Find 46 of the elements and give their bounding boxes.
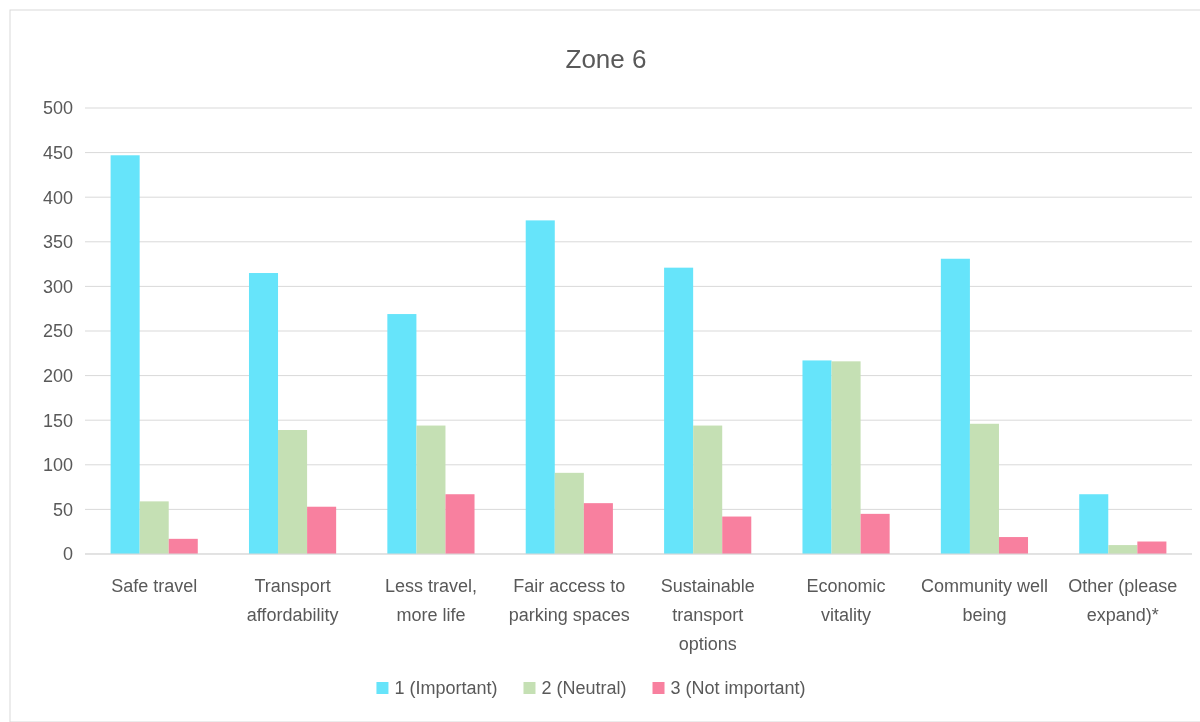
y-tick-label: 50 (52, 499, 73, 520)
bar (998, 537, 1029, 554)
legend-label: 1 (Important) (394, 678, 498, 698)
bar (554, 472, 584, 554)
x-tick-label: Sustainable transport options (660, 576, 755, 654)
y-tick-label: 0 (62, 544, 73, 565)
bar (1079, 494, 1109, 554)
bar (860, 513, 890, 554)
bar (110, 155, 140, 554)
bar (1108, 545, 1138, 554)
x-tick-label: Less travel, more life (384, 576, 477, 625)
y-tick-label: 400 (42, 187, 73, 208)
y-tick-label: 500 (42, 98, 73, 119)
bar (940, 258, 970, 554)
y-tick-label: 300 (42, 276, 73, 297)
x-tick-label: Economic vitality (806, 576, 886, 625)
chart-title: Zone 6 (565, 44, 647, 74)
bar (831, 361, 861, 554)
y-tick-label: 350 (42, 232, 73, 253)
bar (583, 503, 613, 554)
bar (139, 501, 169, 554)
bar (445, 494, 475, 554)
x-tick-label: Community well being (920, 576, 1048, 625)
bar (248, 273, 279, 554)
legend-label: 2 (Neutral) (541, 678, 627, 698)
x-tick-label: Other (please expand)* (1068, 576, 1178, 625)
bar (168, 538, 198, 554)
y-tick-label: 150 (42, 410, 73, 431)
y-tick-label: 100 (42, 455, 73, 476)
legend-label: 3 (Not important) (670, 678, 806, 698)
x-tick-label: Safe travel (111, 576, 198, 596)
bar (278, 430, 308, 554)
y-tick-label: 450 (42, 142, 73, 163)
bar (307, 506, 337, 554)
x-tick-label: Fair access to parking spaces (508, 576, 630, 625)
bar (693, 425, 723, 554)
bar (387, 314, 417, 554)
bar (722, 516, 752, 554)
bar (969, 423, 999, 554)
y-tick-label: 250 (42, 321, 73, 342)
bar (802, 360, 832, 554)
bar (525, 220, 555, 554)
x-tick-label: Transport affordability (246, 576, 339, 625)
bar (416, 425, 446, 554)
bar (664, 267, 694, 554)
y-tick-label: 200 (42, 365, 73, 386)
